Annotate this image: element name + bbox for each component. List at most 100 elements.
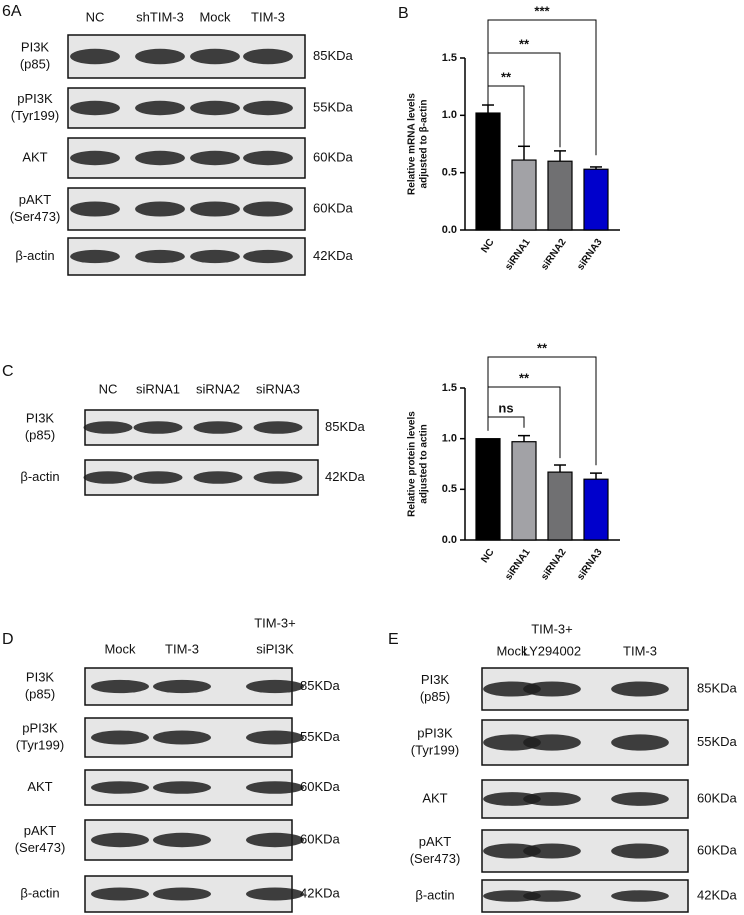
kda-label: 60KDa — [313, 200, 354, 215]
band — [83, 421, 133, 434]
band — [253, 421, 303, 434]
bar — [547, 160, 573, 231]
row-label: PI3K — [26, 669, 55, 684]
row-label: β-actin — [20, 885, 59, 900]
row-label: pAKT — [419, 834, 452, 849]
y-axis-label: Relative mRNA levels — [407, 93, 418, 195]
band — [190, 48, 240, 65]
band — [483, 792, 541, 806]
lane-label: TIM-3+ — [254, 615, 296, 630]
band — [83, 471, 133, 484]
kda-label: 42KDa — [325, 469, 366, 484]
lane-label: LY294002 — [523, 643, 581, 658]
kda-label: 42KDa — [300, 885, 341, 900]
band — [91, 832, 149, 848]
row-label: PI3K — [26, 410, 55, 425]
band — [246, 679, 304, 694]
band — [153, 679, 211, 694]
x-tick-label: NC — [479, 237, 496, 255]
significance-label: ns — [498, 400, 513, 415]
row-label: (p85) — [25, 686, 55, 701]
panel-label: D — [2, 631, 14, 648]
band — [133, 471, 183, 484]
y-tick-label: 1.5 — [442, 52, 457, 64]
band — [91, 887, 149, 901]
lane-label: siRNA1 — [136, 381, 180, 396]
band — [243, 150, 293, 166]
kda-label: 85KDa — [697, 680, 738, 695]
row-label: (Tyr199) — [11, 108, 59, 123]
row-label: pAKT — [19, 192, 52, 207]
row-label: PI3K — [21, 39, 50, 54]
y-tick-label: 1.0 — [442, 109, 457, 121]
bar — [547, 471, 573, 541]
band — [91, 679, 149, 694]
lane-label: Mock — [496, 643, 528, 658]
band — [523, 792, 581, 806]
band — [246, 730, 304, 745]
panel-label: C — [2, 363, 14, 380]
x-tick-label: siRNA3 — [575, 547, 605, 583]
lane-label: Mock — [199, 9, 231, 24]
row-label: AKT — [27, 779, 52, 794]
band — [611, 792, 669, 806]
band — [246, 781, 304, 794]
band — [523, 843, 581, 859]
y-tick-label: 0.5 — [442, 167, 457, 179]
band — [611, 681, 669, 697]
row-label: AKT — [22, 149, 47, 164]
band — [153, 781, 211, 794]
lane-label: siRNA3 — [256, 381, 300, 396]
band — [611, 734, 669, 751]
lane-label: TIM-3 — [165, 641, 199, 656]
bar — [511, 441, 537, 541]
band — [523, 681, 581, 697]
band — [190, 249, 240, 264]
y-tick-label: 1.5 — [442, 382, 457, 394]
band — [243, 249, 293, 264]
band — [135, 201, 185, 217]
row-label: pPI3K — [417, 725, 453, 740]
band — [193, 471, 243, 484]
lane-label: Mock — [104, 641, 136, 656]
panel-label: E — [388, 631, 399, 648]
significance-bracket — [487, 19, 597, 156]
band — [70, 48, 120, 65]
bar — [475, 438, 501, 541]
kda-label: 85KDa — [325, 419, 366, 434]
band — [483, 890, 541, 902]
band — [153, 832, 211, 848]
x-tick-label: siRNA3 — [575, 237, 605, 273]
lane-label: NC — [99, 381, 118, 396]
row-label: β-actin — [20, 469, 59, 484]
kda-label: 60KDa — [300, 831, 341, 846]
kda-label: 85KDa — [313, 48, 354, 63]
x-tick-label: siRNA2 — [539, 237, 569, 273]
band — [70, 249, 120, 264]
band — [135, 150, 185, 166]
band — [153, 730, 211, 745]
row-label: (Ser473) — [10, 209, 61, 224]
band — [135, 100, 185, 116]
y-tick-label: 0.0 — [442, 534, 457, 546]
row-label: (Tyr199) — [16, 737, 64, 752]
lane-label: siPI3K — [256, 641, 294, 656]
band — [243, 201, 293, 217]
band — [193, 421, 243, 434]
kda-label: 55KDa — [300, 729, 341, 744]
y-axis-label: adjusted to β-actin — [419, 100, 430, 189]
row-label: pPI3K — [17, 91, 53, 106]
band — [483, 843, 541, 859]
row-label: (p85) — [25, 427, 55, 442]
row-label: (p85) — [20, 56, 50, 71]
band — [135, 48, 185, 65]
y-tick-label: 0.0 — [442, 224, 457, 236]
row-label: (Tyr199) — [411, 742, 459, 757]
band — [253, 471, 303, 484]
row-label: AKT — [422, 790, 447, 805]
lane-label: siRNA2 — [196, 381, 240, 396]
band — [483, 681, 541, 697]
x-tick-label: siRNA1 — [503, 237, 533, 273]
kda-label: 60KDa — [313, 149, 354, 164]
band — [611, 890, 669, 902]
